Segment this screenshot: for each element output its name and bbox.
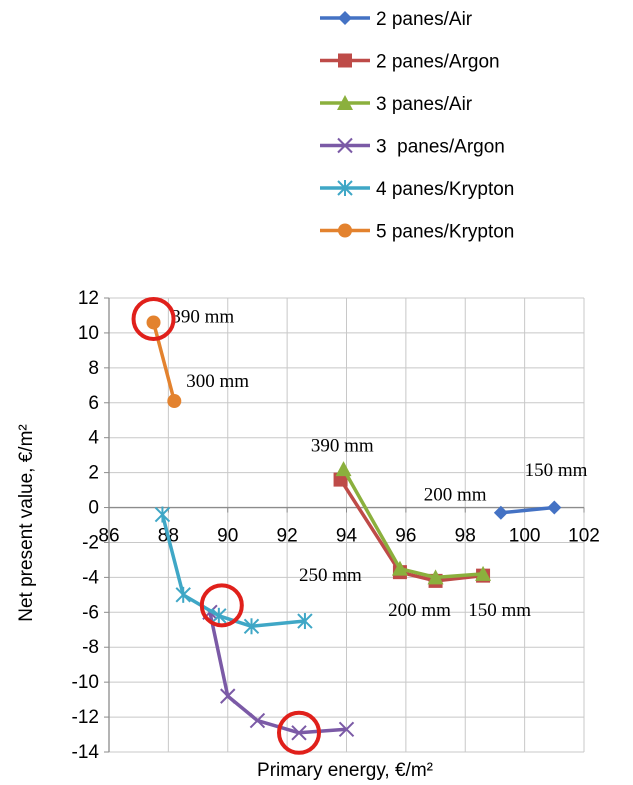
- series-5: [146, 315, 182, 409]
- series-line: [500, 505, 555, 515]
- data-point: [337, 137, 353, 154]
- data-point: [220, 688, 236, 704]
- data-point-stroke: [249, 712, 266, 729]
- data-point: [338, 721, 355, 738]
- axes: 86 88 90 92 94 96 98 100 102121086420-2-4-6-8-10…: [72, 288, 600, 763]
- data-point-stroke: [338, 721, 355, 738]
- legend-label: 3 panes/Argon: [376, 137, 505, 158]
- y-tick-label: -8: [82, 637, 99, 658]
- data-point: [338, 223, 352, 238]
- legend-item: 3 panes/Argon: [320, 137, 505, 158]
- series-line: [342, 468, 484, 580]
- annotation-label: 300 mm: [186, 371, 249, 392]
- data-point: [175, 586, 191, 603]
- series-4: [154, 506, 313, 635]
- data-point: [167, 394, 182, 409]
- legend-item: 2 panes/Argon: [320, 52, 500, 73]
- annotation-label: 390 mm: [311, 436, 374, 457]
- y-tick-label: -2: [82, 532, 99, 553]
- highlight-circle: [277, 710, 321, 755]
- annotation-label: 200 mm: [388, 600, 451, 621]
- x-tick-label: 86: [98, 526, 119, 547]
- legend-label: 3 panes/Air: [376, 94, 473, 115]
- data-point: [427, 569, 444, 585]
- legend: 2 panes/Air 2 panes/Argon 3 panes/Air 3 pan…: [320, 9, 514, 243]
- data-point: [337, 180, 353, 196]
- data-point: [243, 618, 260, 635]
- data-point-stroke: [337, 137, 353, 154]
- y-tick-label: -4: [82, 567, 99, 588]
- series-line: [208, 611, 347, 735]
- legend-label: 5 panes/Krypton: [376, 222, 514, 243]
- legend-label: 2 panes/Air: [376, 9, 473, 30]
- y-axis-title: Net present value, €/m²: [16, 424, 37, 621]
- series-layer: [146, 315, 562, 741]
- legend-item: 4 panes/Krypton: [320, 179, 514, 200]
- y-tick-label: -14: [72, 742, 100, 763]
- y-tick-label: 0: [88, 498, 99, 519]
- data-point: [297, 613, 313, 630]
- data-point: [211, 607, 227, 624]
- series-line: [151, 321, 177, 402]
- y-tick-label: 12: [78, 288, 99, 309]
- annotation-label: 250 mm: [299, 565, 362, 586]
- y-tick-label: 2: [88, 463, 99, 484]
- data-point: [547, 500, 562, 515]
- highlight-circle: [199, 583, 244, 628]
- legend-label: 4 panes/Krypton: [376, 179, 514, 200]
- annotation-label: 150 mm: [468, 600, 531, 621]
- y-tick-label: -10: [72, 672, 99, 693]
- x-tick-label: 100: [509, 526, 541, 547]
- y-tick-label: -6: [82, 602, 99, 623]
- highlight-circles: [131, 296, 321, 755]
- legend-label: 2 panes/Argon: [376, 52, 500, 73]
- x-tick-label: 102: [568, 526, 600, 547]
- data-point: [338, 11, 352, 25]
- legend-item: 2 panes/Air: [320, 9, 473, 30]
- annotation-label: 390 mm: [171, 306, 234, 327]
- series-3: [202, 604, 355, 741]
- data-point: [146, 315, 161, 330]
- y-tick-label: 6: [88, 393, 99, 414]
- x-axis-title: Primary energy, €/m²: [257, 760, 433, 781]
- y-tick-label: -12: [72, 707, 99, 728]
- y-tick-label: 10: [78, 323, 99, 344]
- annotation-label: 150 mm: [525, 460, 588, 481]
- data-point: [338, 53, 352, 68]
- annotations: 390 mm 300 mm 390 mm 200 mm 150 mm 250 mm 200 …: [171, 306, 587, 620]
- x-tick-label: 92: [277, 526, 298, 547]
- x-tick-label: 96: [395, 526, 416, 547]
- data-point: [249, 712, 266, 729]
- data-point: [337, 95, 353, 110]
- legend-item: 5 panes/Krypton: [320, 222, 514, 243]
- x-tick-label: 90: [217, 526, 238, 547]
- series-line: [339, 478, 484, 583]
- highlight-circle: [131, 296, 176, 341]
- y-tick-label: 8: [88, 358, 99, 379]
- series-0: [493, 500, 562, 520]
- data-point: [291, 725, 307, 741]
- data-point-stroke: [291, 725, 307, 741]
- data-point: [154, 506, 171, 523]
- legend-item: 3 panes/Air: [320, 94, 473, 115]
- data-point-stroke: [220, 688, 236, 704]
- data-point: [391, 560, 408, 576]
- data-point: [493, 505, 508, 520]
- data-point: [475, 565, 492, 581]
- series-2: [335, 461, 492, 585]
- x-tick-label: 94: [336, 526, 358, 547]
- data-point: [335, 461, 352, 477]
- x-tick-label: 98: [455, 526, 476, 547]
- annotation-label: 200 mm: [424, 485, 487, 506]
- y-tick-label: 4: [88, 428, 99, 449]
